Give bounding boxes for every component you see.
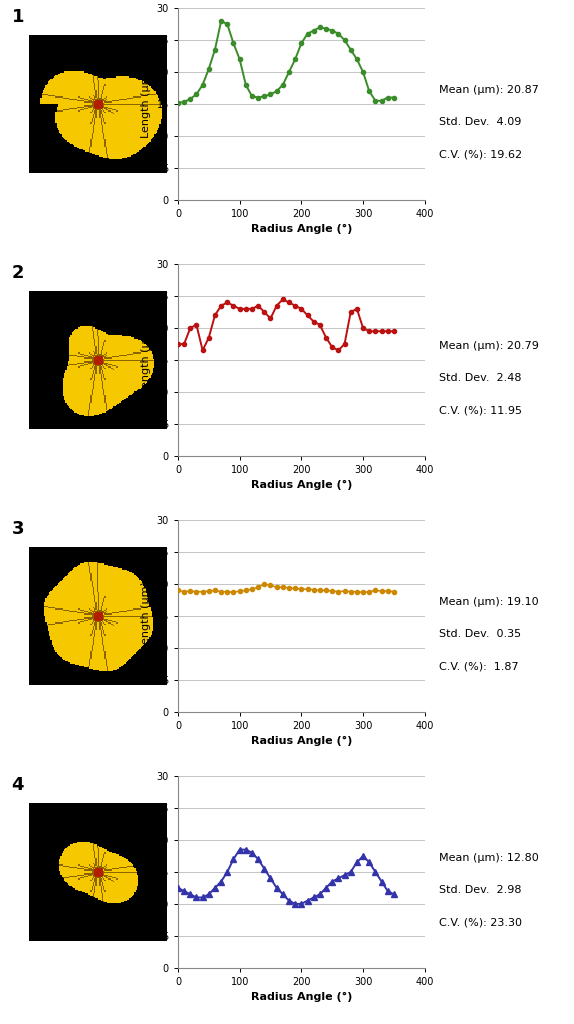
X-axis label: Radius Angle (°): Radius Angle (°) — [251, 992, 352, 1002]
Text: Std. Dev.  2.48: Std. Dev. 2.48 — [439, 374, 522, 383]
Y-axis label: Length (μm): Length (μm) — [141, 70, 151, 138]
Text: Mean (μm): 19.10: Mean (μm): 19.10 — [439, 597, 539, 607]
X-axis label: Radius Angle (°): Radius Angle (°) — [251, 224, 352, 234]
Text: Mean (μm): 20.87: Mean (μm): 20.87 — [439, 85, 539, 95]
Text: 3: 3 — [11, 520, 24, 539]
Text: Mean (μm): 20.79: Mean (μm): 20.79 — [439, 341, 539, 351]
Y-axis label: Length (μm): Length (μm) — [141, 838, 151, 906]
Y-axis label: Length (μm): Length (μm) — [141, 582, 151, 650]
Text: Std. Dev.  4.09: Std. Dev. 4.09 — [439, 118, 522, 127]
Text: C.V. (%): 23.30: C.V. (%): 23.30 — [439, 918, 522, 928]
Y-axis label: Length (μm): Length (μm) — [141, 326, 151, 394]
Text: C.V. (%): 11.95: C.V. (%): 11.95 — [439, 406, 522, 416]
Text: 4: 4 — [11, 776, 24, 795]
Text: C.V. (%): 19.62: C.V. (%): 19.62 — [439, 150, 522, 160]
Text: Mean (μm): 12.80: Mean (μm): 12.80 — [439, 853, 539, 863]
Text: 1: 1 — [11, 8, 24, 27]
Text: 2: 2 — [11, 264, 24, 283]
Text: C.V. (%):  1.87: C.V. (%): 1.87 — [439, 662, 519, 672]
Text: Std. Dev.  0.35: Std. Dev. 0.35 — [439, 630, 521, 639]
X-axis label: Radius Angle (°): Radius Angle (°) — [251, 480, 352, 490]
Text: Std. Dev.  2.98: Std. Dev. 2.98 — [439, 886, 522, 895]
X-axis label: Radius Angle (°): Radius Angle (°) — [251, 736, 352, 746]
